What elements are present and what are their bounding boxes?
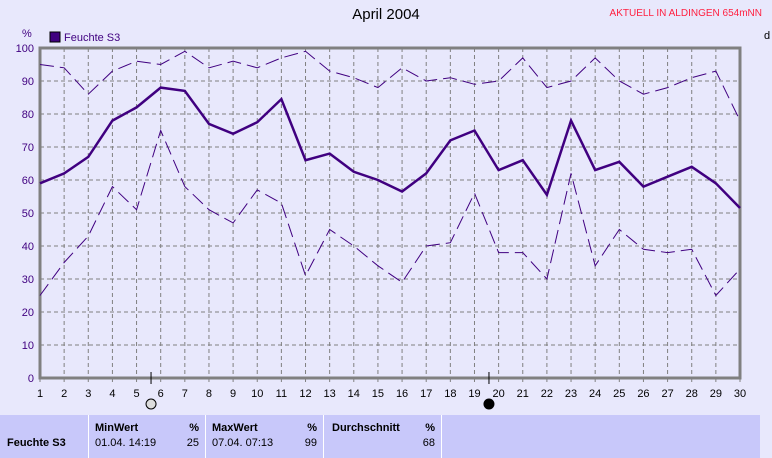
max-cell: MaxWert % 07.04. 07:13 99 bbox=[205, 415, 323, 458]
max-date: 07.04. 07:13 bbox=[212, 437, 274, 449]
x-tick-label: 7 bbox=[182, 388, 188, 400]
x-tick-label: 2 bbox=[61, 388, 67, 400]
y-tick-label: 60 bbox=[22, 175, 34, 187]
avg-header: Durchschnitt bbox=[332, 422, 400, 434]
min-value: 25 bbox=[186, 437, 199, 449]
location-label: AKTUELL IN ALDINGEN 654mNN bbox=[609, 8, 762, 19]
series-line-mean bbox=[39, 86, 741, 209]
x-tick-label: 22 bbox=[541, 388, 553, 400]
y-tick-label: 90 bbox=[22, 76, 34, 88]
x-tick-label: 28 bbox=[686, 388, 698, 400]
x-tick-label: 20 bbox=[492, 388, 504, 400]
y-tick-label: 50 bbox=[22, 208, 34, 220]
x-tick-label: 9 bbox=[230, 388, 236, 400]
x-tick-label: 11 bbox=[276, 388, 287, 400]
avg-value: 68 bbox=[422, 437, 435, 449]
y-tick-label: 20 bbox=[22, 307, 34, 319]
y-tick-label: 10 bbox=[22, 340, 34, 352]
series-line-max bbox=[39, 50, 741, 121]
x-tick-label: 1 bbox=[37, 388, 43, 400]
new-moon-icon bbox=[483, 398, 495, 410]
x-tick-label: 21 bbox=[517, 388, 529, 400]
x-tick-label: 23 bbox=[565, 388, 577, 400]
y-tick-label: 0 bbox=[28, 373, 34, 385]
x-tick-label: 26 bbox=[637, 388, 649, 400]
min-header: MinWert bbox=[95, 422, 139, 434]
x-tick-label: 12 bbox=[299, 388, 311, 400]
max-unit: % bbox=[307, 422, 317, 434]
x-tick-label: 8 bbox=[206, 388, 212, 400]
y-tick-label: 40 bbox=[22, 241, 34, 253]
avg-unit: % bbox=[425, 422, 435, 434]
x-tick-label: 17 bbox=[420, 388, 432, 400]
y-tick-label: 80 bbox=[22, 109, 34, 121]
x-tick-label: 16 bbox=[396, 388, 408, 400]
y-tick-label: 70 bbox=[22, 142, 34, 154]
x-tick-label: 29 bbox=[710, 388, 722, 400]
y-tick-label: 30 bbox=[22, 274, 34, 286]
min-unit: % bbox=[189, 422, 199, 434]
row-label: Feuchte S3 bbox=[7, 437, 66, 449]
chart-title: April 2004 bbox=[352, 6, 420, 23]
y-tick-label: 100 bbox=[16, 43, 34, 55]
x-tick-label: 3 bbox=[85, 388, 91, 400]
x-tick-label: 10 bbox=[251, 388, 263, 400]
max-header: MaxWert bbox=[212, 422, 258, 434]
x-tick-label: 4 bbox=[109, 388, 115, 400]
avg-cell: Durchschnitt % 68 bbox=[323, 415, 442, 458]
y-axis-unit: % bbox=[22, 28, 32, 40]
x-tick-label: 18 bbox=[444, 388, 456, 400]
full-moon-icon bbox=[145, 398, 157, 410]
max-value: 99 bbox=[304, 437, 317, 449]
min-date: 01.04. 14:19 bbox=[95, 437, 157, 449]
x-tick-label: 19 bbox=[468, 388, 480, 400]
x-tick-label: 14 bbox=[348, 388, 360, 400]
x-tick-label: 30 bbox=[734, 388, 746, 400]
x-tick-label: 6 bbox=[158, 388, 164, 400]
series-line-min bbox=[39, 129, 741, 297]
x-tick-label: 15 bbox=[372, 388, 384, 400]
right-panel-partial-label: d bbox=[764, 30, 771, 42]
min-cell: MinWert % 01.04. 14:19 25 bbox=[88, 415, 205, 458]
x-tick-label: 27 bbox=[661, 388, 673, 400]
stats-panel: Feuchte S3 MinWert % 01.04. 14:19 25 Max… bbox=[0, 415, 760, 458]
x-tick-label: 24 bbox=[589, 388, 601, 400]
x-tick-label: 13 bbox=[324, 388, 336, 400]
x-tick-label: 5 bbox=[133, 388, 139, 400]
legend-label: Feuchte S3 bbox=[64, 32, 120, 44]
legend-swatch bbox=[49, 31, 61, 43]
x-tick-label: 25 bbox=[613, 388, 625, 400]
